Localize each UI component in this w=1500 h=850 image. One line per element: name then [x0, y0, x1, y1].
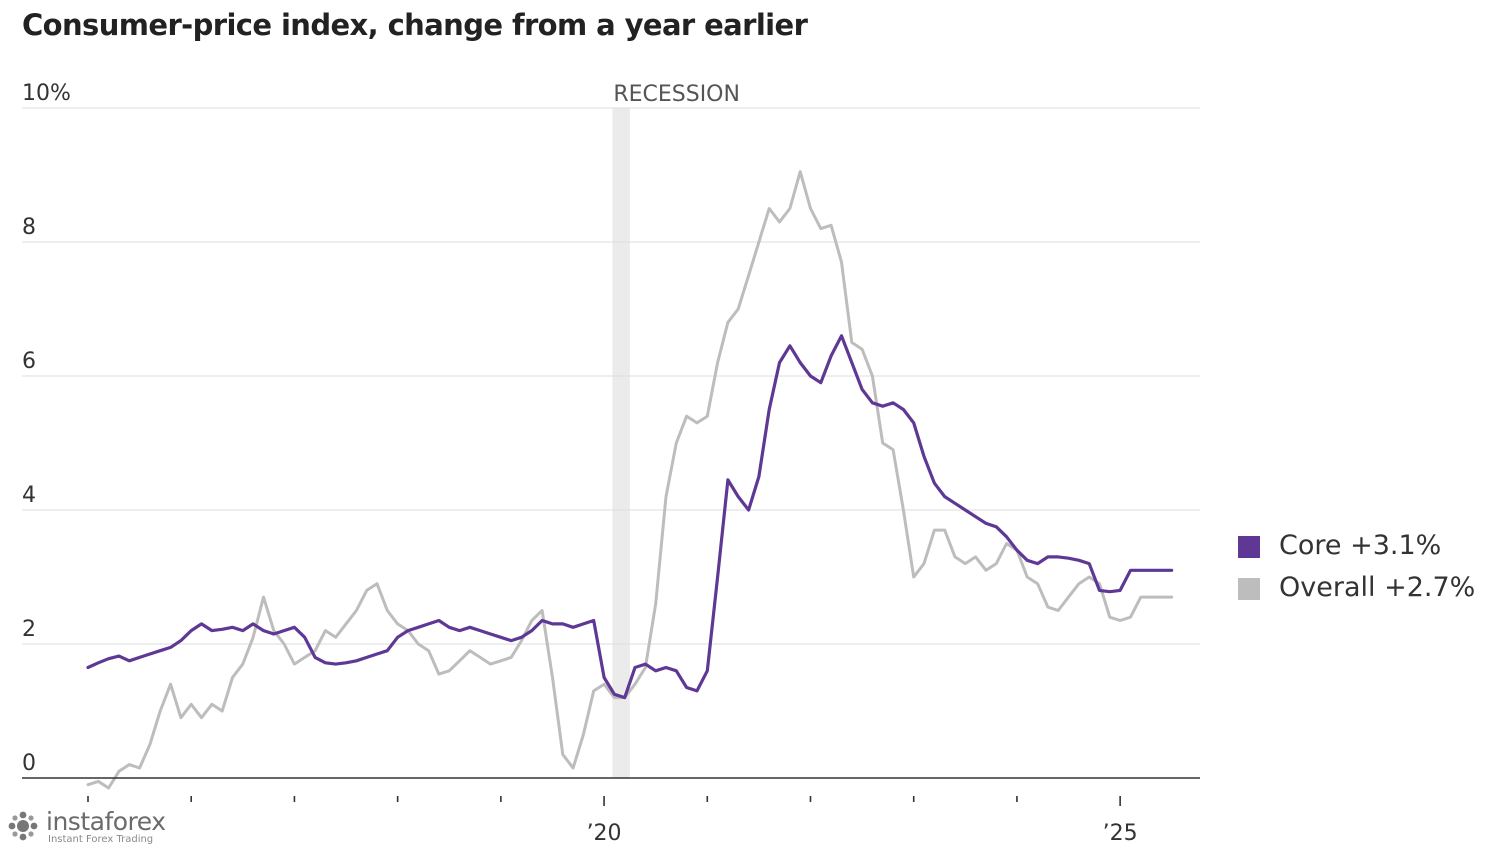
recession-band-layer — [612, 108, 630, 778]
y-tick-label: 6 — [22, 349, 36, 374]
series-line-core — [86, 334, 1174, 700]
axis-labels: RECESSION 0 2 4 6 8 10% ’20 ’25 — [22, 81, 1138, 846]
x-tick-label: ’20 — [587, 821, 622, 846]
legend: Core +3.1% Overall +2.7% — [1238, 530, 1475, 603]
x-tick-label: ’25 — [1103, 821, 1138, 846]
x-axis — [22, 777, 1200, 806]
legend-label-core: Core +3.1% — [1279, 530, 1441, 561]
legend-swatch-overall — [1238, 578, 1260, 600]
instaforex-logo-icon — [8, 811, 38, 841]
recession-band — [612, 108, 630, 778]
watermark-brand: instaforex — [46, 807, 166, 836]
watermark: instaforex Instant Forex Trading — [2, 805, 178, 848]
legend-swatch-core — [1238, 536, 1260, 558]
recession-label: RECESSION — [613, 82, 740, 107]
chart-title: Consumer-price index, change from a year… — [22, 8, 808, 42]
y-tick-label: 2 — [22, 617, 36, 642]
y-tick-label: 0 — [22, 751, 36, 776]
series-lines — [86, 170, 1174, 790]
y-tick-label: 8 — [22, 215, 36, 240]
watermark-tagline: Instant Forex Trading — [48, 834, 154, 845]
legend-label-overall: Overall +2.7% — [1279, 572, 1475, 603]
series-line-overall — [86, 170, 1174, 790]
y-tick-label: 4 — [22, 483, 36, 508]
y-tick-label: 10% — [22, 81, 71, 106]
gridlines — [22, 107, 1200, 645]
